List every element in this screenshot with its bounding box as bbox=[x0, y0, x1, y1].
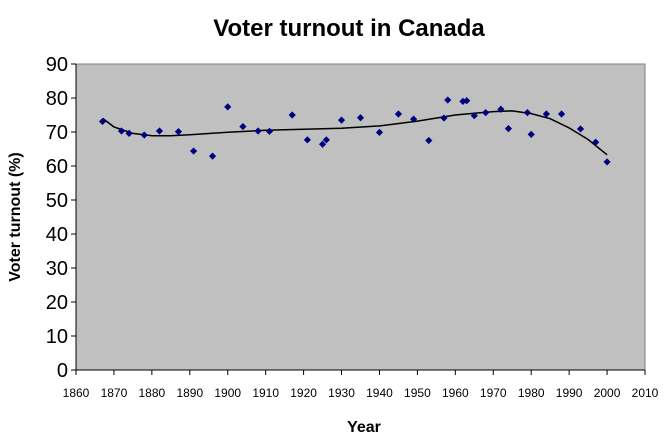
data-point bbox=[318, 140, 327, 148]
chart-title: Voter turnout in Canada bbox=[213, 15, 485, 42]
data-point bbox=[155, 127, 164, 135]
y-tick-label: 70 bbox=[46, 122, 68, 144]
y-tick-label: 10 bbox=[46, 326, 68, 348]
x-tick-label: 1950 bbox=[404, 386, 431, 400]
y-tick-label: 60 bbox=[46, 156, 68, 178]
data-point bbox=[189, 147, 198, 155]
x-tick-label: 1900 bbox=[214, 386, 241, 400]
data-point bbox=[254, 127, 262, 135]
x-tick-label: 1960 bbox=[442, 386, 469, 400]
x-tick-label: 1980 bbox=[518, 386, 545, 400]
data-point bbox=[356, 114, 365, 122]
y-tick-label: 0 bbox=[57, 360, 68, 382]
data-point bbox=[482, 109, 490, 117]
data-point bbox=[463, 97, 471, 105]
x-tick-label: 2000 bbox=[594, 386, 621, 400]
data-point bbox=[125, 129, 133, 137]
data-point bbox=[265, 127, 274, 135]
x-tick-label: 1880 bbox=[139, 386, 166, 400]
data-point bbox=[444, 96, 452, 104]
y-tick-label: 30 bbox=[46, 258, 68, 280]
data-point bbox=[239, 122, 247, 131]
data-point bbox=[603, 158, 611, 166]
data-point bbox=[410, 115, 418, 123]
x-tick-label: 1890 bbox=[176, 386, 203, 400]
y-tick-label: 40 bbox=[46, 224, 68, 246]
x-tick-label: 1940 bbox=[366, 386, 393, 400]
data-point bbox=[470, 112, 478, 120]
data-point bbox=[337, 116, 346, 124]
y-axis-label: Voter turnout (%) bbox=[7, 152, 24, 281]
data-point bbox=[98, 117, 107, 126]
x-tick-label: 1860 bbox=[63, 386, 90, 400]
y-tick-label: 20 bbox=[46, 292, 68, 314]
data-point bbox=[527, 130, 535, 138]
y-axis-ticks: 0 10 20 30 40 50 60 70 80 90 bbox=[46, 54, 76, 382]
x-tick-label: 1990 bbox=[556, 386, 583, 400]
data-point bbox=[504, 125, 513, 133]
x-tick-label: 1930 bbox=[328, 386, 355, 400]
data-point bbox=[440, 114, 448, 122]
data-point bbox=[497, 105, 505, 113]
data-point bbox=[394, 110, 403, 118]
y-tick-label: 50 bbox=[46, 190, 68, 212]
y-tick-label: 90 bbox=[46, 54, 68, 76]
x-tick-label: 2010 bbox=[632, 386, 659, 400]
data-point bbox=[117, 127, 126, 135]
data-point bbox=[208, 152, 217, 160]
data-point bbox=[174, 128, 183, 136]
data-point bbox=[576, 125, 585, 133]
data-point bbox=[322, 136, 330, 144]
y-tick-label: 80 bbox=[46, 88, 68, 110]
x-tick-label: 1910 bbox=[252, 386, 279, 400]
data-point bbox=[303, 136, 311, 144]
x-tick-label: 1870 bbox=[101, 386, 128, 400]
trendline bbox=[102, 110, 608, 156]
data-point bbox=[523, 109, 532, 117]
data-point bbox=[375, 128, 384, 136]
data-point bbox=[592, 138, 600, 146]
x-axis-ticks: 1860 1870 1880 1890 1900 1910 1920 1930 1940 1950… bbox=[63, 370, 659, 400]
x-tick-label: 1970 bbox=[480, 386, 507, 400]
x-axis-label: Year bbox=[347, 419, 381, 436]
plot-area bbox=[75, 63, 646, 371]
data-points bbox=[98, 96, 611, 166]
data-point bbox=[557, 110, 566, 118]
data-point bbox=[288, 111, 296, 119]
data-point bbox=[140, 131, 148, 139]
x-tick-label: 1920 bbox=[290, 386, 317, 400]
data-point bbox=[542, 110, 550, 118]
data-point bbox=[224, 103, 232, 111]
data-point bbox=[425, 136, 433, 145]
